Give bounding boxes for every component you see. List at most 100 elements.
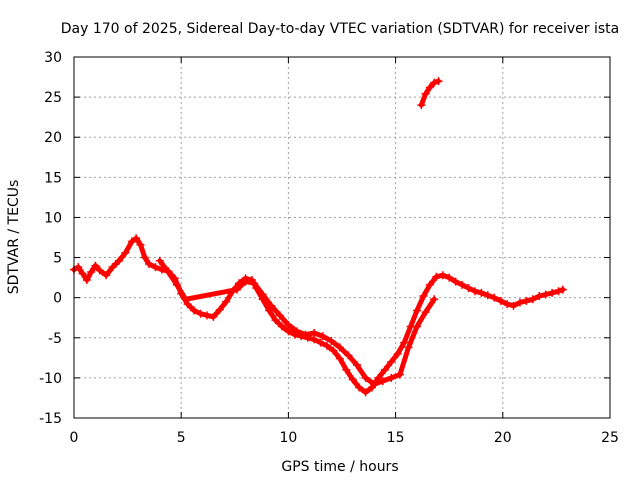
data-point <box>327 336 336 345</box>
y-tick-label-25: 25 <box>44 90 62 106</box>
data-point <box>348 375 357 384</box>
data-point <box>87 267 96 276</box>
data-point <box>528 295 537 304</box>
data-point <box>464 284 473 293</box>
data-point <box>417 101 426 110</box>
data-point <box>361 373 370 382</box>
y-tick-label--15: -15 <box>39 411 62 427</box>
data-point <box>342 365 351 374</box>
series-high-segment <box>417 77 443 110</box>
data-point <box>241 277 250 286</box>
data-point <box>477 288 486 297</box>
y-tick-label-20: 20 <box>44 130 62 146</box>
data-point <box>74 263 83 272</box>
x-tick-label-20: 20 <box>494 430 512 446</box>
series-line-offset <box>157 258 437 387</box>
data-point <box>265 306 274 315</box>
data-point <box>310 328 319 337</box>
x-tick-label-15: 15 <box>387 430 405 446</box>
grid <box>74 57 610 418</box>
data-point <box>421 89 430 98</box>
data-point <box>115 256 124 265</box>
data-point <box>421 308 430 317</box>
data-point <box>95 266 104 275</box>
data-point <box>196 309 205 318</box>
data-point <box>172 280 181 289</box>
y-tick-label-5: 5 <box>53 251 62 267</box>
data-point <box>202 311 211 320</box>
data-point <box>316 338 325 347</box>
data-point <box>458 280 467 289</box>
data-point <box>430 78 439 87</box>
data-point <box>515 298 524 307</box>
data-point <box>434 77 443 86</box>
y-tick-label-15: 15 <box>44 170 62 186</box>
data-point <box>370 380 379 389</box>
data-point <box>190 306 199 315</box>
data-point <box>250 279 259 288</box>
data-point <box>181 295 190 304</box>
data-point <box>554 287 563 296</box>
data-point <box>395 370 404 379</box>
data-point <box>164 267 173 276</box>
data-point <box>277 322 286 331</box>
data-point <box>490 293 499 302</box>
data-point <box>108 263 117 272</box>
data-point <box>355 383 364 392</box>
series-line-main <box>71 235 566 395</box>
data-point <box>451 277 460 286</box>
data-point <box>541 290 550 299</box>
x-tick-label-5: 5 <box>177 430 186 446</box>
y-axis-label: SDTVAR / TECUs <box>6 180 22 295</box>
data-point <box>496 296 505 305</box>
data-point <box>425 280 434 289</box>
data-point <box>155 256 164 265</box>
data-point <box>258 290 267 299</box>
data-point <box>558 285 567 294</box>
data-point <box>378 377 387 386</box>
y-tick-label-10: 10 <box>44 210 62 226</box>
data-point <box>419 292 428 301</box>
data-point <box>318 332 327 341</box>
data-point <box>140 253 149 262</box>
data-point <box>209 312 218 321</box>
y-tick-label--5: -5 <box>48 331 62 347</box>
data-point <box>344 351 353 360</box>
data-series <box>70 77 567 397</box>
data-point <box>232 285 241 294</box>
data-point <box>430 295 439 304</box>
data-point <box>353 361 362 370</box>
data-point <box>329 346 338 355</box>
data-point <box>413 322 422 331</box>
data-point <box>445 273 454 282</box>
y-tick-label-30: 30 <box>44 50 62 66</box>
data-point <box>483 291 492 300</box>
data-point <box>432 272 441 281</box>
data-point <box>145 259 154 268</box>
data-point <box>136 240 145 249</box>
data-point <box>91 261 100 270</box>
data-point <box>470 287 479 296</box>
x-tick-label-0: 0 <box>70 430 79 446</box>
data-point <box>387 357 396 366</box>
x-tick-label-10: 10 <box>279 430 297 446</box>
data-point <box>275 311 284 320</box>
data-point <box>413 306 422 315</box>
data-point <box>503 300 512 309</box>
data-point <box>393 349 402 358</box>
data-point <box>438 271 447 280</box>
x-axis-label: GPS time / hours <box>281 459 398 475</box>
data-point <box>509 301 518 310</box>
data-point <box>361 388 370 397</box>
data-point <box>222 297 231 306</box>
data-point <box>121 248 130 257</box>
data-point <box>535 292 544 301</box>
plot-frame <box>73 56 611 419</box>
data-point <box>387 373 396 382</box>
data-point <box>271 316 280 325</box>
data-point <box>548 288 557 297</box>
data-point <box>284 320 293 329</box>
y-tick-label--10: -10 <box>39 371 62 387</box>
data-point <box>267 301 276 310</box>
